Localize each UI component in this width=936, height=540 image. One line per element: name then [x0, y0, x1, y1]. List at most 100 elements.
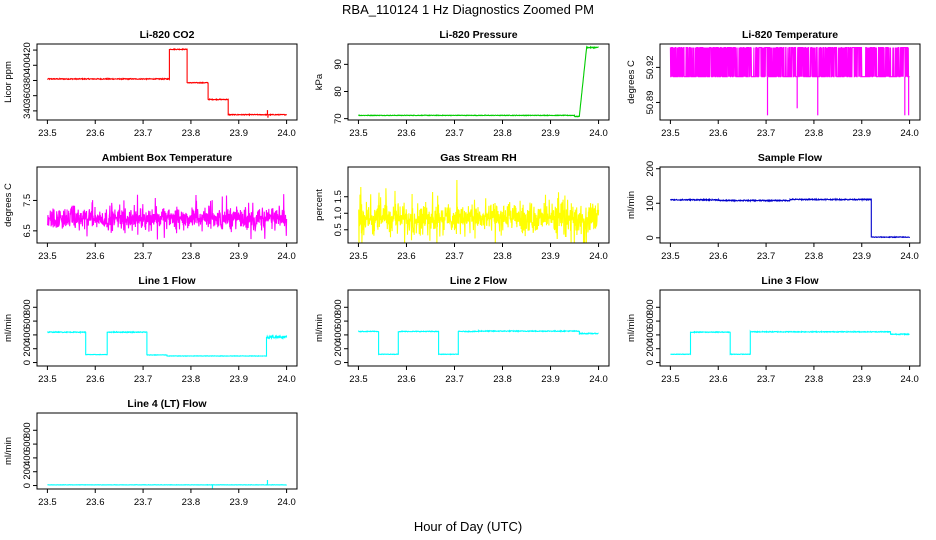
y-tick-label: 600	[22, 313, 33, 329]
y-tick-label: 600	[645, 313, 656, 329]
panel-title: Line 2 Flow	[450, 275, 508, 287]
x-tick-label: 23.9	[853, 374, 872, 385]
x-tick-label: 23.7	[445, 374, 464, 385]
x-tick-label: 23.7	[134, 128, 153, 139]
x-tick-label: 23.6	[86, 497, 105, 508]
chart-panels: Li-820 CO2 23.5 23.6 23.7 23.8 23.9 24.0 340360…	[3, 29, 921, 508]
panel-title: Li-820 Temperature	[742, 29, 838, 41]
x-tick-label: 23.7	[757, 374, 776, 385]
panel-5: Gas Stream RH 23.5 23.6 23.7 23.8 23.9 24.0 0.5…	[314, 152, 610, 262]
y-axis-label: ml/min	[626, 191, 637, 219]
figure-xlabel: Hour of Day (UTC)	[414, 519, 522, 534]
x-tick-label: 23.6	[86, 374, 105, 385]
data-series	[669, 46, 910, 78]
x-tick-label: 24.0	[900, 251, 919, 262]
y-tick-label: 800	[333, 299, 344, 315]
x-tick-label: 23.5	[349, 374, 368, 385]
y-tick-label: 400	[333, 327, 344, 343]
panel-title: Line 1 Flow	[138, 275, 196, 287]
panel-3: Li-820 Temperature 23.5 23.6 23.7 23.8 23.9 24…	[626, 29, 921, 139]
x-tick-label: 24.0	[900, 128, 919, 139]
y-tick-label: 50.92	[645, 55, 656, 79]
x-tick-label: 23.9	[541, 128, 560, 139]
y-tick-label: 90	[333, 59, 344, 70]
x-tick-label: 24.0	[589, 128, 608, 139]
x-tick-label: 23.9	[541, 251, 560, 262]
y-tick-label: 100	[645, 195, 656, 211]
y-tick-label: 400	[22, 327, 33, 343]
x-tick-label: 23.6	[709, 374, 728, 385]
plot-frame	[347, 166, 610, 244]
panel-title: Li-820 CO2	[140, 29, 195, 41]
x-tick-label: 23.5	[38, 251, 57, 262]
x-tick-label: 23.5	[38, 374, 57, 385]
panel-2: Li-820 Pressure 23.5 23.6 23.7 23.8 23.9 24.0 7…	[314, 29, 610, 139]
x-tick-label: 23.6	[86, 251, 105, 262]
x-tick-label: 23.7	[757, 251, 776, 262]
data-series	[47, 330, 288, 358]
plot-frame	[659, 43, 921, 121]
y-tick-label: 1.5	[333, 190, 344, 203]
x-tick-label: 24.0	[900, 374, 919, 385]
y-tick-label: 0	[22, 360, 33, 365]
y-tick-label: 360	[22, 88, 33, 104]
plot-frame	[36, 166, 298, 244]
x-tick-label: 23.7	[757, 128, 776, 139]
x-tick-label: 23.8	[182, 128, 201, 139]
x-tick-label: 23.9	[230, 374, 249, 385]
x-tick-label: 23.6	[86, 128, 105, 139]
x-tick-label: 24.0	[277, 374, 296, 385]
panel-4: Ambient Box Temperature 23.5 23.6 23.7 23.8 2…	[3, 152, 298, 262]
data-series	[670, 197, 911, 239]
y-axis-label: degrees C	[3, 183, 14, 227]
y-tick-label: 400	[22, 450, 33, 466]
panel-10: Line 4 (LT) Flow 23.5 23.6 23.7 23.8 23.9 24.0…	[3, 398, 298, 508]
x-tick-label: 23.8	[493, 374, 512, 385]
panel-title: Li-820 Pressure	[439, 29, 517, 41]
plot-frame	[36, 289, 298, 367]
y-tick-label: 6.5	[22, 224, 33, 237]
x-tick-label: 24.0	[589, 251, 608, 262]
plot-frame	[36, 43, 298, 121]
x-tick-label: 23.6	[709, 128, 728, 139]
y-axis-label: ml/min	[3, 437, 14, 465]
x-tick-label: 23.8	[182, 497, 201, 508]
x-tick-label: 23.6	[709, 251, 728, 262]
x-tick-label: 23.9	[541, 374, 560, 385]
y-axis-label: kPa	[314, 73, 325, 90]
panel-8: Line 2 Flow 23.5 23.6 23.7 23.8 23.9 24.0 0 2004…	[314, 275, 610, 385]
y-axis-label: percent	[314, 189, 325, 221]
x-tick-label: 23.9	[853, 251, 872, 262]
y-tick-label: 0	[645, 235, 656, 240]
plot-frame	[347, 43, 610, 121]
y-axis-label: degrees C	[626, 60, 637, 104]
x-tick-label: 23.6	[397, 128, 416, 139]
y-tick-label: 800	[22, 422, 33, 438]
panel-7: Line 1 Flow 23.5 23.6 23.7 23.8 23.9 24.0 0 2004…	[3, 275, 298, 385]
plot-frame	[659, 289, 921, 367]
data-series	[46, 194, 288, 240]
x-tick-label: 23.5	[349, 128, 368, 139]
y-tick-label: 200	[645, 161, 656, 177]
plot-frame	[36, 412, 298, 490]
x-tick-label: 23.8	[493, 251, 512, 262]
x-tick-label: 23.8	[805, 251, 824, 262]
y-axis-label: ml/min	[3, 314, 14, 342]
x-tick-label: 23.7	[134, 497, 153, 508]
y-tick-label: 0.5	[333, 223, 344, 236]
x-tick-label: 24.0	[589, 374, 608, 385]
data-series	[47, 47, 287, 117]
x-tick-label: 23.8	[182, 374, 201, 385]
y-tick-label: 200	[333, 341, 344, 357]
panel-title: Ambient Box Temperature	[102, 152, 233, 164]
x-tick-label: 23.5	[661, 374, 680, 385]
x-tick-label: 23.5	[38, 497, 57, 508]
plot-frame	[347, 289, 610, 367]
x-tick-label: 24.0	[277, 128, 296, 139]
y-tick-label: 1.0	[333, 207, 344, 220]
data-series	[358, 45, 599, 118]
data-series	[357, 179, 600, 244]
x-tick-label: 23.9	[853, 128, 872, 139]
y-axis-label: ml/min	[314, 314, 325, 342]
